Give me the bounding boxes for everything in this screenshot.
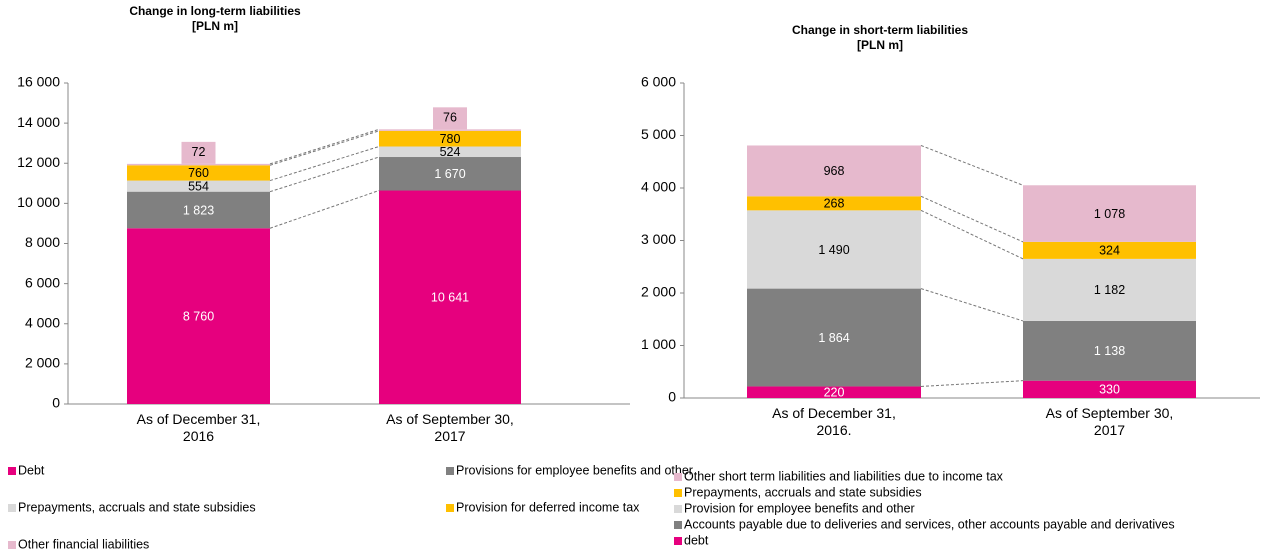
data-label: 1 823	[183, 203, 214, 217]
connector	[920, 380, 1024, 387]
data-label: 330	[1099, 383, 1120, 397]
data-label: 324	[1099, 244, 1120, 258]
y-tick-label: 4 000	[25, 314, 60, 330]
bar-segment	[747, 210, 921, 289]
bar-segment	[1023, 241, 1196, 259]
x-tick-label: As of December 31, 2016	[136, 411, 261, 444]
connector	[269, 128, 380, 165]
chart-subtitle: [PLN m]	[857, 38, 903, 52]
legend-swatch	[446, 504, 454, 512]
legend-swatch	[674, 505, 682, 513]
connector	[920, 195, 1024, 243]
connector	[269, 146, 380, 182]
legend-label: Other financial liabilities	[18, 537, 149, 551]
y-tick-label: 5 000	[641, 126, 676, 142]
data-label: 1 490	[818, 243, 849, 257]
data-label: 10 641	[431, 291, 469, 305]
data-label: 72	[192, 145, 206, 159]
legend-swatch	[674, 521, 682, 529]
connector	[269, 130, 380, 166]
x-tick-label: As of September 30, 2017	[386, 411, 514, 444]
x-tick-label: As of December 31, 2016.	[772, 405, 896, 438]
data-label: 220	[824, 386, 845, 400]
legend-label: Provision for deferred income tax	[456, 500, 640, 514]
legend-label: Provisions for employee benefits and oth…	[456, 463, 693, 477]
legend-label: Prepayments, accruals and state subsidie…	[684, 485, 922, 499]
bar-segment	[127, 180, 270, 192]
chart-title: Change in long-term liabilities	[129, 4, 301, 18]
data-label: 8 760	[183, 309, 214, 323]
bar-segment	[127, 191, 270, 229]
chart-title: Change in short-term liabilities	[792, 23, 968, 37]
data-label: 1 138	[1094, 344, 1125, 358]
data-label: 554	[188, 179, 209, 193]
y-tick-label: 1 000	[641, 336, 676, 352]
bar-segment	[747, 386, 921, 398]
bar-segment	[747, 145, 921, 197]
bar-segment	[747, 288, 921, 387]
legend-swatch	[674, 537, 682, 545]
legend-swatch	[674, 489, 682, 497]
legend-label: Provision for employee benefits and othe…	[684, 501, 915, 515]
data-label: 1 078	[1094, 207, 1125, 221]
legend-swatch	[674, 473, 682, 481]
data-label: 968	[824, 164, 845, 178]
legend-swatch	[8, 504, 16, 512]
bar-segment	[379, 129, 521, 131]
y-tick-label: 14 000	[17, 114, 60, 130]
bar-segment	[379, 130, 521, 147]
connector	[920, 145, 1024, 186]
data-label: 780	[440, 132, 461, 146]
bar-segment	[1023, 380, 1196, 398]
bar-segment	[379, 157, 521, 191]
bar-segment	[379, 190, 521, 404]
data-label: 1 864	[818, 331, 849, 345]
bar-segment	[747, 196, 921, 211]
y-tick-label: 2 000	[641, 284, 676, 300]
y-tick-label: 12 000	[17, 154, 60, 170]
y-tick-label: 10 000	[17, 194, 60, 210]
label-box	[181, 141, 216, 164]
data-label: 760	[188, 166, 209, 180]
data-label: 268	[824, 197, 845, 211]
bar-segment	[127, 165, 270, 181]
legend-label: Prepayments, accruals and state subsidie…	[18, 500, 256, 514]
legend-label: debt	[684, 533, 709, 547]
connector	[269, 190, 380, 229]
data-label: 76	[443, 111, 457, 125]
y-tick-label: 3 000	[641, 231, 676, 247]
legend-label: Debt	[18, 463, 45, 477]
y-tick-label: 0	[668, 389, 676, 405]
connector	[269, 156, 380, 193]
chart-subtitle: [PLN m]	[192, 19, 238, 33]
y-tick-label: 2 000	[25, 355, 60, 371]
data-label: 1 182	[1094, 283, 1125, 297]
y-tick-label: 6 000	[25, 274, 60, 290]
connector	[920, 209, 1024, 260]
legend-swatch	[8, 467, 16, 475]
bar-segment	[127, 163, 270, 166]
label-box	[433, 107, 467, 130]
connector	[920, 288, 1024, 322]
bar-segment	[379, 146, 521, 158]
legend-label: Other short term liabilities and liabili…	[684, 469, 1004, 483]
data-label: 1 670	[434, 167, 465, 181]
data-label: 524	[440, 145, 461, 159]
y-tick-label: 16 000	[17, 74, 60, 90]
bar-segment	[1023, 258, 1196, 321]
y-tick-label: 0	[52, 395, 60, 411]
x-tick-label: As of September 30, 2017	[1045, 405, 1174, 438]
y-tick-label: 6 000	[641, 74, 676, 90]
y-tick-label: 8 000	[25, 234, 60, 250]
bar-segment	[1023, 320, 1196, 381]
bar-segment	[127, 228, 270, 404]
bar-segment	[1023, 185, 1196, 242]
legend-label: Accounts payable due to deliveries and s…	[684, 517, 1175, 531]
legend-swatch	[446, 467, 454, 475]
legend-swatch	[8, 541, 16, 549]
y-tick-label: 4 000	[641, 179, 676, 195]
